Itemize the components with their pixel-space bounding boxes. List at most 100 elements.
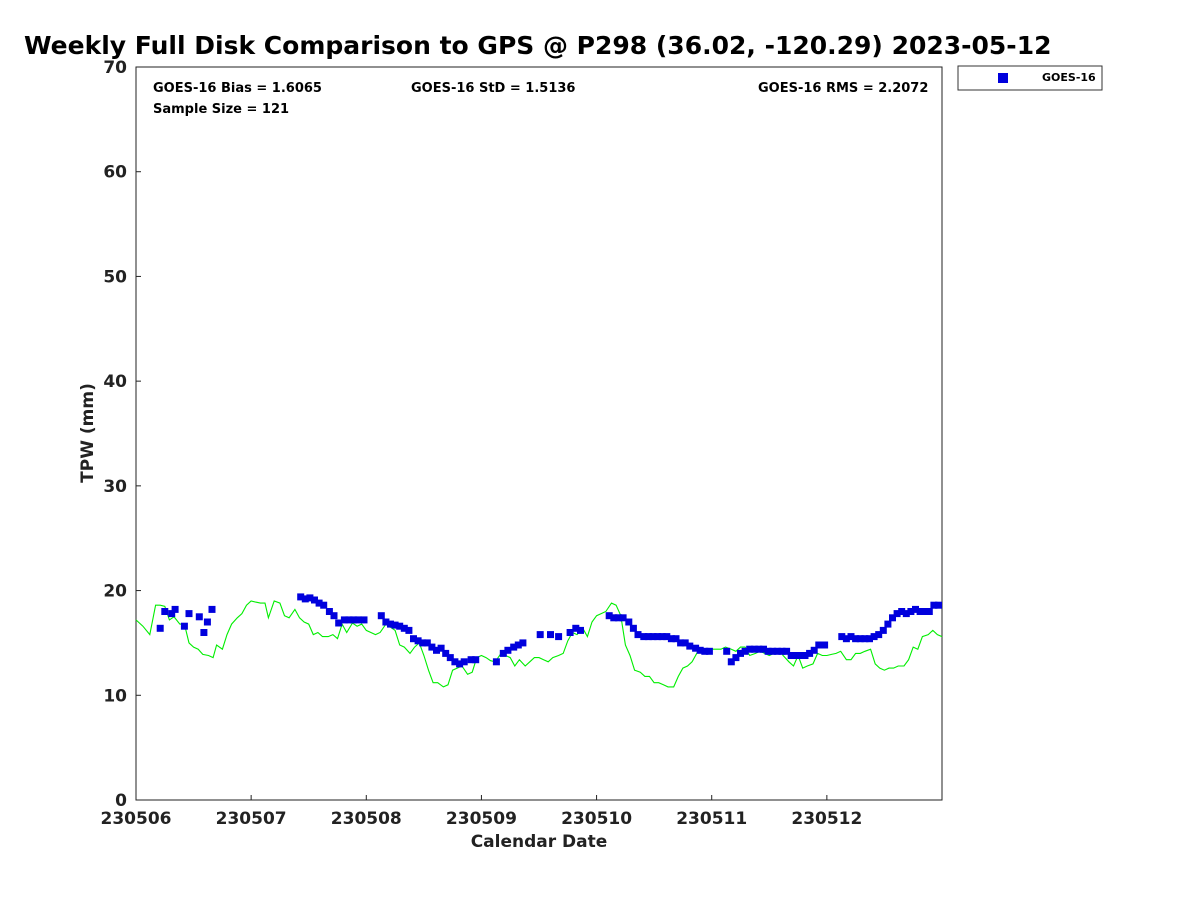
goes16-marker [815,641,823,649]
x-tick-label: 230512 [791,809,862,829]
goes16-marker [625,618,633,626]
goes16-marker [667,635,675,643]
goes16-marker [446,654,454,662]
goes16-marker [930,601,938,609]
sample-size-stat: Sample Size = 121 [153,102,289,117]
y-tick-label: 0 [115,791,127,811]
goes16-marker [746,645,754,653]
goes16-marker [935,601,942,609]
goes16-marker [185,610,193,618]
x-tick-label: 230507 [216,809,287,829]
goes16-marker [619,614,627,622]
legend-marker [998,73,1008,83]
goes16-marker [884,620,892,628]
goes16-marker [456,660,464,668]
goes16-marker [614,614,622,622]
goes16-marker [514,641,522,649]
goes16-marker [838,633,846,641]
goes16-marker [893,610,901,618]
goes16-marker [677,639,685,647]
goes16-marker [760,645,767,653]
goes16-marker [801,652,809,659]
legend-label-goes16: GOES-16 [1042,71,1096,84]
goes16-marker [203,618,211,626]
goes16-marker [787,652,795,659]
goes16-marker [419,639,427,647]
goes16-marker [320,601,328,609]
series-layer [135,593,943,688]
y-tick-label: 40 [103,372,127,392]
goes16-marker [396,622,404,630]
y-tick-label: 10 [103,686,127,706]
goes16-marker [821,641,829,649]
goes16-marker [921,608,929,615]
x-tick-label: 230506 [101,809,172,829]
goes16-marker [200,629,208,636]
legend: GOES-16 [957,65,1103,91]
goes16-marker [195,613,203,621]
goes16-marker [879,626,887,634]
goes16-marker [692,644,700,652]
goes16-marker [842,635,850,643]
goes16-marker [423,639,431,647]
goes16-marker [925,608,933,615]
goes16-marker [345,616,353,624]
goes16-marker [856,635,864,643]
goes16-marker [428,643,436,651]
goes16-marker [382,618,390,626]
goes16-marker [391,621,399,629]
goes16-marker [737,649,744,657]
goes16-marker [555,633,563,641]
goes16-marker [208,605,216,613]
goes16-marker [360,616,368,624]
goes16-marker [350,616,358,624]
x-axis-label: Calendar Date [471,832,608,852]
axis-ticks: 0 10 20 30 40 50 60 70 230506 230507 230508 230509 2… [101,58,863,829]
goes16-marker [861,635,869,643]
goes16-marker [510,643,518,651]
goes16-marker [315,599,323,607]
y-tick-label: 20 [103,582,127,602]
goes16-marker [472,656,480,664]
goes16-marker [792,652,800,659]
goes16-marker [610,614,618,622]
goes16-marker [649,633,657,641]
goes16-marker [451,658,459,666]
x-tick-label: 230510 [561,809,632,829]
goes16-marker [663,633,671,641]
goes16-marker [866,635,873,643]
goes16-marker [672,635,680,643]
chart-title: Weekly Full Disk Comparison to GPS @ P29… [24,31,1051,60]
goes16-marker [442,649,450,657]
goes16-marker [727,658,735,666]
goes16-marker [773,647,781,655]
goes16-marker [330,612,338,620]
goes16-marker [686,642,694,650]
goes16-marker [566,629,574,636]
goes16-marker [168,610,176,618]
goes16-marker [723,647,731,655]
goes16-marker [410,635,417,643]
goes16-marker [658,633,666,641]
goes16-marker [171,605,179,613]
goes16-marker [437,644,445,652]
goes16-marker [572,624,580,632]
goes16-marker [536,631,544,639]
goes16-marker [681,639,689,647]
goes16-marker [301,595,309,603]
goes16-marker [629,624,637,632]
gps-tpw-line [135,600,943,688]
goes16-marker [433,646,440,654]
goes16-marker [306,594,314,602]
rms-stat: GOES-16 RMS = 2.2072 [758,81,928,96]
goes16-marker [577,626,584,634]
goes16-marker [755,645,763,653]
y-tick-label: 60 [103,163,127,183]
goes16-marker [387,620,394,628]
y-tick-label: 50 [103,267,127,287]
goes16-marker [902,610,910,618]
goes16-marker [547,631,554,639]
goes16-marker [460,658,468,666]
goes16-marker [796,652,804,659]
